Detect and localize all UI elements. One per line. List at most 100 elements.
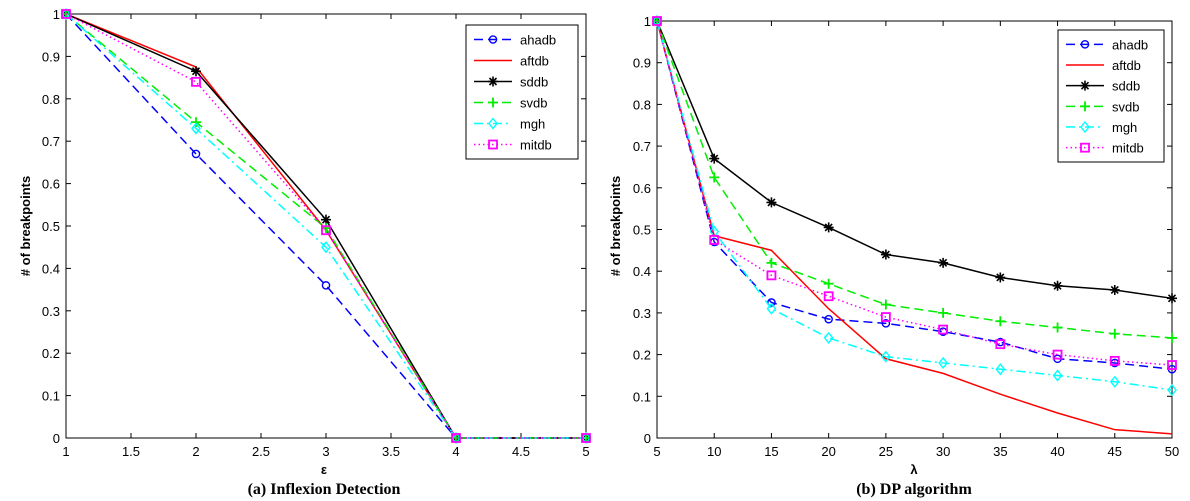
chart-panel-inflexion-detection: (a) Inflexion Detection ε # of breakpoin… <box>18 7 591 498</box>
x-tick-label: 45 <box>1108 444 1122 459</box>
legend-label: aftdb <box>1112 58 1141 73</box>
x-tick-label: 4.5 <box>512 444 530 459</box>
data-point-marker <box>823 278 834 289</box>
x-tick-label: 1.5 <box>122 444 140 459</box>
legend-label: mgh <box>1112 120 1137 135</box>
legend-label: svdb <box>1112 99 1139 114</box>
legend-label: aftdb <box>520 54 549 69</box>
data-point-marker <box>766 302 777 315</box>
legend-entry-sddb: sddb <box>474 75 548 90</box>
data-point-marker <box>995 363 1006 376</box>
data-point-marker <box>61 9 71 19</box>
data-point-marker <box>191 122 201 135</box>
data-point-marker <box>321 225 331 236</box>
series-mgh <box>652 14 1177 397</box>
data-point-marker <box>1109 375 1120 388</box>
data-point-marker <box>766 270 777 281</box>
axis-ticks: 5 10 15 20 25 30 35 40 45 50 0 0.1 0.2 0.3 0.4 0.5 0.6 0.… <box>633 14 1179 459</box>
data-point-marker <box>1167 383 1177 397</box>
data-point-marker <box>191 117 201 128</box>
data-point-marker <box>823 331 834 345</box>
legend-label: mgh <box>520 117 545 132</box>
data-point-marker <box>191 149 201 159</box>
x-tick-label: 25 <box>879 444 893 459</box>
x-tick-label: 50 <box>1165 444 1179 459</box>
legend-entry-svdb: svdb <box>1066 99 1139 114</box>
data-point-marker <box>938 307 949 318</box>
x-tick-label: 3 <box>322 444 329 459</box>
legend-entry-mgh: mgh <box>474 117 545 132</box>
x-tick-label: 5 <box>653 444 660 459</box>
y-axis-label: # of breakpoints <box>18 176 33 276</box>
legend-entry-sddb: sddb <box>1066 79 1140 94</box>
y-tick-label: 0.3 <box>42 304 60 319</box>
y-tick-label: 0.1 <box>42 389 60 404</box>
data-point-marker <box>1080 40 1090 49</box>
series-line-mgh <box>65 13 586 439</box>
data-point-marker <box>1109 328 1120 339</box>
data-point-marker <box>488 97 498 108</box>
y-tick-label: 0.5 <box>42 219 60 234</box>
series-line-aftdb <box>656 20 1173 435</box>
legend: ahadb aftdb sddb svdb mgh mitdb <box>1057 29 1165 163</box>
data-point-marker <box>1080 101 1090 112</box>
data-point-marker <box>938 356 949 370</box>
data-point-marker <box>488 76 498 87</box>
data-point-marker <box>61 7 71 21</box>
data-point-marker <box>995 339 1006 350</box>
legend-entry-ahadb: ahadb <box>1066 37 1148 52</box>
y-tick-label: 0.3 <box>633 306 651 321</box>
legend-label: sddb <box>1112 79 1140 94</box>
data-point-marker <box>995 272 1006 283</box>
data-point-marker <box>823 291 834 302</box>
data-point-marker <box>709 153 720 164</box>
data-point-marker <box>1109 284 1120 295</box>
y-tick-label: 0.4 <box>42 261 60 276</box>
data-point-marker <box>191 76 201 87</box>
data-point-marker <box>1080 80 1090 91</box>
data-point-marker <box>709 172 720 183</box>
y-tick-label: 0.2 <box>42 346 60 361</box>
x-tick-label: 20 <box>821 444 835 459</box>
data-point-marker <box>880 299 891 310</box>
x-tick-label: 15 <box>764 444 778 459</box>
legend-label: mitdb <box>1112 141 1144 156</box>
data-point-marker <box>1052 280 1063 291</box>
y-tick-label: 0.6 <box>42 177 60 192</box>
series-mgh <box>61 7 591 445</box>
data-point-marker <box>881 319 891 328</box>
data-point-marker <box>1167 293 1177 304</box>
y-tick-label: 0.4 <box>633 264 651 279</box>
x-tick-label: 30 <box>936 444 950 459</box>
y-tick-label: 0.5 <box>633 223 651 238</box>
x-tick-label: 10 <box>707 444 721 459</box>
y-tick-label: 0.9 <box>42 49 60 64</box>
y-tick-label: 0.7 <box>42 134 60 149</box>
y-tick-label: 1 <box>644 14 651 29</box>
x-tick-label: 40 <box>1050 444 1064 459</box>
series-aftdb <box>656 20 1173 435</box>
legend-box <box>1057 29 1165 163</box>
series-line-svdb <box>656 20 1173 339</box>
y-tick-label: 0.8 <box>42 92 60 107</box>
x-tick-label: 4 <box>452 444 459 459</box>
data-point-marker <box>995 316 1006 327</box>
data-point-marker <box>191 66 201 77</box>
legend-label: ahadb <box>1112 37 1148 52</box>
data-point-marker <box>321 281 331 290</box>
legend-label: sddb <box>520 75 548 90</box>
y-tick-label: 0.1 <box>633 389 651 404</box>
data-point-marker <box>652 14 662 28</box>
y-tick-label: 1 <box>53 7 60 22</box>
x-tick-label: 1 <box>62 444 69 459</box>
legend-entry-mgh: mgh <box>1066 120 1137 135</box>
data-point-marker <box>766 197 777 208</box>
series-line-ahadb <box>656 20 1173 370</box>
y-tick-label: 0 <box>53 431 60 446</box>
y-tick-label: 0.2 <box>633 348 651 363</box>
series-mitdb <box>652 16 1177 370</box>
data-point-marker <box>1167 360 1177 370</box>
data-point-marker <box>1167 332 1177 343</box>
data-point-marker <box>938 257 949 268</box>
